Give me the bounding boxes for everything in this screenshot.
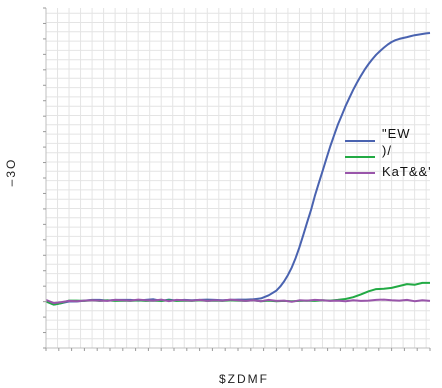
legend-label-3: KaT&&' [382,164,432,179]
legend-label-1: "EW [382,126,411,141]
series-layer [45,32,431,306]
axes [43,7,431,351]
legend-label-2: )/ [382,143,392,158]
series-line-3 [45,298,431,305]
legend: "EW )/ KaT&&' [345,126,432,179]
y-axis-title: –3O [4,158,18,187]
x-axis-title: $ZDMF [219,372,269,386]
